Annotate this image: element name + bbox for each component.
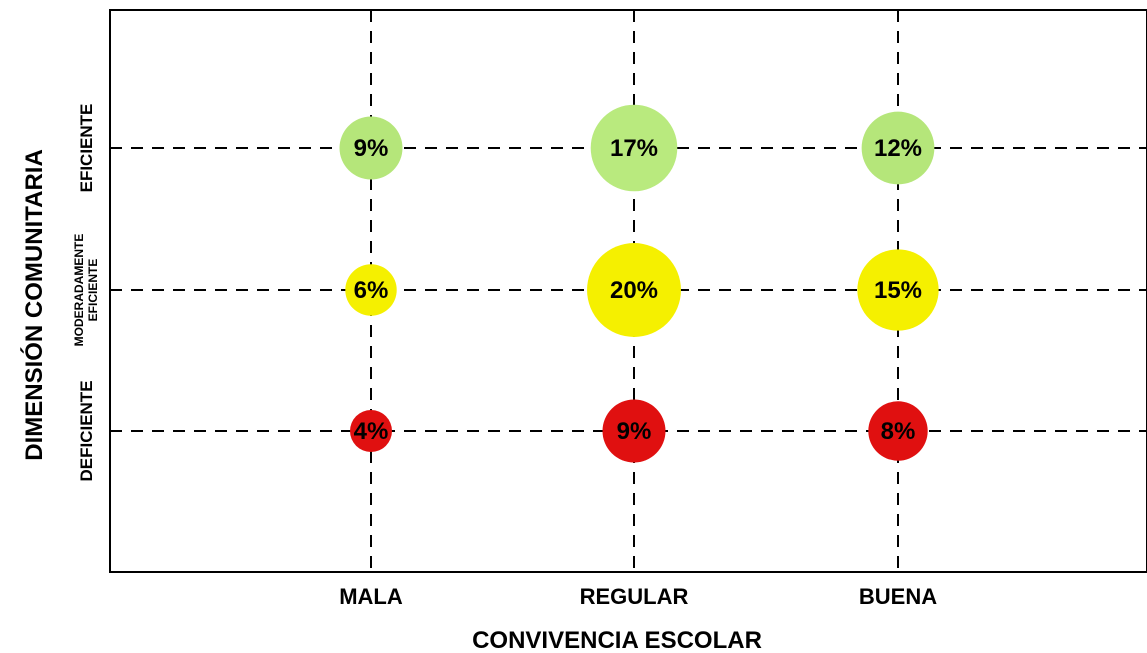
y-tick-label-line: MODERADAMENTE: [72, 234, 86, 347]
y-tick-label-line: DEFICIENTE: [77, 380, 96, 481]
bubble: [868, 401, 928, 461]
bubble: [345, 264, 397, 316]
bubble-label: 15%: [874, 277, 922, 304]
bubble: [339, 116, 403, 180]
bubble: [590, 104, 678, 192]
y-tick-label-line: EFICIENTE: [86, 259, 100, 322]
y-axis-title: DIMENSIÓN COMUNITARIA: [20, 149, 48, 461]
bubble: [857, 249, 939, 331]
y-tick-label-line: EFICIENTE: [77, 104, 96, 193]
bubble-label: 8%: [881, 418, 916, 445]
bubbles: 9% 17% 12% 6% 20% 15% 4% 9% 8%: [339, 104, 939, 463]
bubble: [350, 410, 392, 452]
bubble: [861, 111, 935, 185]
x-tick-label: MALA: [339, 584, 403, 609]
y-tick-label: EFICIENTE: [77, 104, 96, 193]
x-tick-label: BUENA: [859, 584, 937, 609]
x-tick-labels: MALA REGULAR BUENA: [339, 584, 937, 609]
bubble-label: 12%: [874, 135, 922, 162]
bubble-label: 9%: [354, 135, 389, 162]
y-tick-label: DEFICIENTE: [77, 380, 96, 481]
bubble-label: 17%: [610, 135, 658, 162]
y-tick-label: MODERADAMENTE EFICIENTE: [72, 234, 100, 347]
bubble-label: 6%: [354, 277, 389, 304]
x-axis-title: CONVIVENCIA ESCOLAR: [472, 627, 762, 653]
bubble-label: 9%: [617, 418, 652, 445]
bubble-label: 4%: [354, 418, 389, 445]
bubble: [602, 399, 666, 463]
x-tick-label: REGULAR: [580, 584, 689, 609]
bubble-label: 20%: [610, 277, 658, 304]
grid-lines: [110, 10, 1147, 572]
bubble: [587, 243, 681, 337]
